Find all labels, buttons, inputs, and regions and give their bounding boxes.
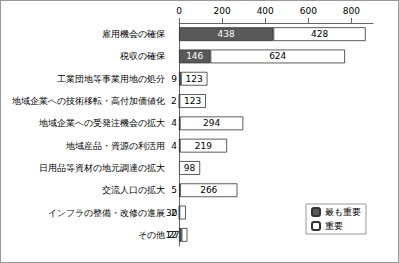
- svg-text:5: 5: [171, 185, 177, 195]
- svg-text:その他: その他: [138, 230, 165, 240]
- svg-text:219: 219: [195, 141, 212, 151]
- svg-text:交流人口の拡大: 交流人口の拡大: [102, 185, 165, 195]
- svg-text:600: 600: [300, 6, 317, 16]
- svg-text:27: 27: [168, 230, 179, 240]
- svg-text:最も重要: 最も重要: [325, 207, 361, 217]
- svg-text:266: 266: [200, 185, 217, 195]
- svg-text:4: 4: [171, 141, 177, 151]
- svg-text:294: 294: [203, 118, 220, 128]
- svg-text:9: 9: [171, 74, 177, 84]
- svg-text:重要: 重要: [325, 221, 343, 231]
- svg-text:123: 123: [186, 74, 203, 84]
- svg-text:200: 200: [214, 6, 231, 16]
- svg-text:123: 123: [184, 96, 201, 106]
- svg-text:工業団地等事業用地の処分: 工業団地等事業用地の処分: [57, 74, 165, 84]
- svg-text:0: 0: [176, 6, 182, 16]
- svg-text:428: 428: [311, 29, 328, 39]
- svg-text:地域企業への受発注機会の拡大: 地域企業への受発注機会の拡大: [38, 118, 165, 128]
- svg-text:地域企業への技術移転・高付加価値化: 地域企業への技術移転・高付加価値化: [11, 96, 165, 106]
- svg-text:税収の確保: 税収の確保: [120, 51, 165, 61]
- svg-text:2: 2: [171, 96, 177, 106]
- svg-text:インフラの整備・改修の進展: インフラの整備・改修の進展: [48, 208, 165, 218]
- svg-text:日用品等資材の地元調達の拡大: 日用品等資材の地元調達の拡大: [39, 163, 165, 173]
- svg-text:98: 98: [184, 163, 196, 173]
- svg-text:800: 800: [343, 6, 360, 16]
- svg-text:地域産品・資源の利活用: 地域産品・資源の利活用: [65, 141, 165, 151]
- svg-text:4: 4: [171, 118, 177, 128]
- svg-text:146: 146: [186, 51, 203, 61]
- svg-text:624: 624: [269, 51, 286, 61]
- svg-text:400: 400: [257, 6, 274, 16]
- svg-text:30: 30: [166, 208, 178, 218]
- svg-text:雇用機会の確保: 雇用機会の確保: [102, 29, 165, 39]
- svg-text:438: 438: [218, 29, 235, 39]
